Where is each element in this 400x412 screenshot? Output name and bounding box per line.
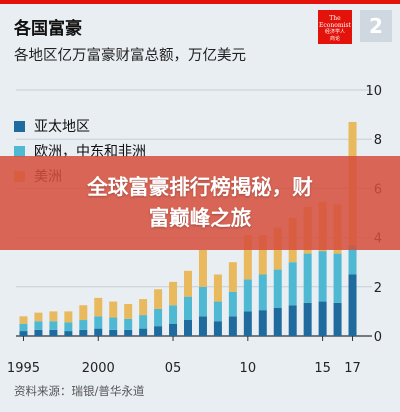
bar-2011-series-2 bbox=[258, 235, 267, 275]
bar-2005-series-1 bbox=[169, 305, 178, 324]
bar-2004-series-2 bbox=[154, 289, 163, 309]
bar-1999-series-1 bbox=[79, 320, 88, 330]
bar-2010-series-0 bbox=[243, 311, 252, 336]
economist-logo: The Economist 经济学人 商论 bbox=[318, 10, 352, 44]
source-note: 资料来源：瑞银/普华永道 bbox=[14, 384, 145, 398]
bar-2007-series-0 bbox=[198, 316, 207, 336]
bar-2011-series-0 bbox=[258, 310, 267, 336]
headline-overlay: 全球富豪排行榜揭秘，财 富巅峰之旅 bbox=[0, 156, 400, 250]
bar-2003-series-0 bbox=[139, 328, 148, 336]
overlay-line-2: 富巅峰之旅 bbox=[148, 206, 252, 230]
bar-2007-series-2 bbox=[198, 249, 207, 287]
bar-2002-series-2 bbox=[124, 304, 133, 319]
bar-2000-series-1 bbox=[94, 316, 103, 329]
bar-2016-series-0 bbox=[333, 302, 342, 336]
bar-1996-series-2 bbox=[34, 312, 43, 322]
bar-2010-series-2 bbox=[243, 235, 252, 280]
y-tick-label-10: 10 bbox=[365, 84, 382, 99]
bar-2015-series-1 bbox=[318, 251, 327, 302]
bar-1997-series-2 bbox=[49, 311, 58, 322]
logo-line-1: The bbox=[329, 15, 341, 22]
bar-2007-series-1 bbox=[198, 286, 207, 317]
chart-title: 各国富豪 bbox=[14, 19, 82, 39]
bar-2001-series-1 bbox=[109, 317, 118, 330]
bar-1995-series-1 bbox=[19, 323, 28, 332]
chart-subtitle: 各地区亿万富豪财富总额，万亿美元 bbox=[14, 48, 246, 64]
bar-2006-series-0 bbox=[184, 320, 192, 336]
bar-1999-series-0 bbox=[79, 329, 88, 336]
bar-2011-series-1 bbox=[258, 274, 267, 311]
page-number-badge: 2 bbox=[360, 10, 392, 42]
bar-1996-series-0 bbox=[34, 329, 43, 336]
bar-2002-series-1 bbox=[124, 318, 133, 330]
y-tick-label-8: 8 bbox=[374, 133, 382, 148]
bar-2014-series-1 bbox=[303, 253, 312, 303]
bar-2017-series-0 bbox=[348, 274, 357, 336]
bar-1995-series-0 bbox=[19, 331, 28, 336]
logo-line-3: 经济学人 bbox=[324, 29, 345, 35]
bar-1997-series-0 bbox=[49, 329, 58, 336]
legend-item-asia: 亚太地区 bbox=[14, 116, 90, 136]
bar-2017-series-1 bbox=[348, 244, 357, 275]
bar-2001-series-2 bbox=[109, 301, 118, 318]
bar-2008-series-1 bbox=[213, 301, 222, 322]
bar-2001-series-0 bbox=[109, 329, 118, 336]
bar-1997-series-1 bbox=[49, 321, 58, 330]
bar-2015-series-0 bbox=[318, 301, 327, 336]
logo-line-4: 商论 bbox=[329, 36, 340, 42]
bar-2016-series-1 bbox=[333, 253, 342, 303]
x-tick-label-2015: 15 bbox=[314, 361, 331, 376]
bar-2009-series-0 bbox=[228, 316, 237, 336]
legend-swatch-asia bbox=[14, 121, 25, 132]
bar-2005-series-0 bbox=[169, 323, 178, 336]
bar-1999-series-2 bbox=[79, 305, 88, 321]
bar-2004-series-1 bbox=[154, 308, 163, 327]
x-tick-label-2017: 17 bbox=[344, 361, 361, 376]
bar-2002-series-0 bbox=[124, 329, 133, 336]
legend-label-asia: 亚太地区 bbox=[34, 119, 90, 135]
top-accent-bar bbox=[0, 0, 400, 4]
x-tick-label-2010: 10 bbox=[240, 361, 257, 376]
x-tick-label-2000: 2000 bbox=[82, 361, 115, 376]
y-tick-label-2: 2 bbox=[374, 281, 382, 296]
overlay-line-1: 全球富豪排行榜揭秘，财 bbox=[87, 175, 313, 199]
bar-2010-series-1 bbox=[243, 279, 252, 312]
bar-2004-series-0 bbox=[154, 326, 163, 336]
x-tick-label-1995: 1995 bbox=[7, 361, 40, 376]
bar-1995-series-2 bbox=[19, 316, 28, 324]
logo-line-2: Economist bbox=[319, 22, 351, 29]
bar-2008-series-2 bbox=[213, 274, 222, 302]
bar-1998-series-1 bbox=[64, 322, 73, 332]
bar-2000-series-0 bbox=[94, 328, 103, 336]
bar-2003-series-1 bbox=[139, 315, 148, 329]
bar-2009-series-2 bbox=[228, 262, 237, 292]
x-tick-label-2005: 05 bbox=[165, 361, 182, 376]
bar-2006-series-2 bbox=[184, 270, 192, 297]
bar-2013-series-1 bbox=[288, 262, 297, 306]
bar-2012-series-0 bbox=[273, 307, 282, 336]
bar-2003-series-2 bbox=[139, 299, 148, 316]
bar-2012-series-1 bbox=[273, 269, 282, 308]
bar-2000-series-2 bbox=[94, 297, 103, 317]
bar-2014-series-0 bbox=[303, 302, 312, 336]
bar-2013-series-0 bbox=[288, 305, 297, 336]
y-tick-label-0: 0 bbox=[374, 330, 382, 345]
bar-2006-series-1 bbox=[184, 296, 192, 321]
bar-1998-series-2 bbox=[64, 311, 73, 323]
bar-2008-series-0 bbox=[213, 321, 222, 336]
bar-1996-series-1 bbox=[34, 321, 43, 330]
bar-1998-series-0 bbox=[64, 331, 73, 336]
bar-2005-series-2 bbox=[169, 281, 178, 306]
legend-swatch-emea bbox=[14, 146, 25, 157]
bar-2009-series-1 bbox=[228, 291, 237, 317]
